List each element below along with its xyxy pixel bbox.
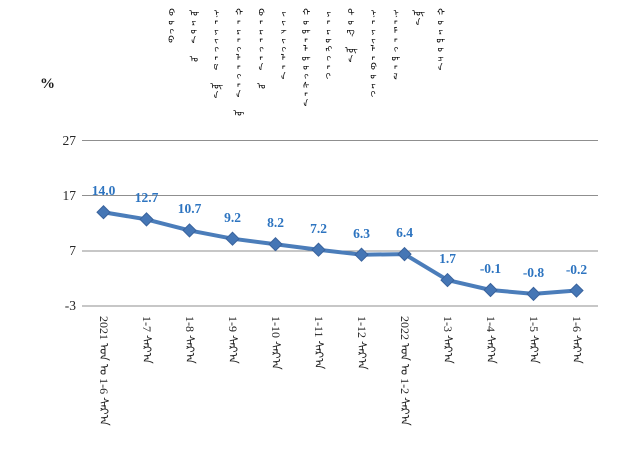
data-point-label: 10.7 [177, 201, 202, 217]
data-point-marker [397, 246, 412, 262]
data-point-label: 9.2 [224, 209, 241, 225]
data-point-marker [354, 247, 369, 262]
data-point-label: -0.2 [565, 261, 588, 277]
chart-title-word: ᠣᠷᠣᠨ ᠤ [185, 8, 196, 63]
chart-title-word: ᠨᠡᠶᠢᠯᠡᠪᠦᠷᠢ [365, 8, 376, 98]
x-axis-category-label: 1-5 ᠰᠠᠷ᠎ᠠ [526, 316, 541, 364]
data-point-marker [182, 223, 197, 238]
x-axis-category-label: 1-8 ᠰᠠᠷ᠎ᠠ [182, 316, 197, 364]
x-axis-category-label: 2021 ᠣᠨ ᠤ 1-6 ᠰᠠᠷ᠎ᠠ [96, 316, 111, 426]
data-point-label: 14.0 [91, 183, 116, 199]
x-axis-category-label: 2022 ᠣᠨ ᠤ 1-2 ᠰᠠᠷ᠎ᠠ [397, 316, 412, 426]
x-axis-category-label: 1-3 ᠰᠠᠷ᠎ᠠ [440, 316, 455, 364]
y-axis-tick-label: -3 [64, 298, 76, 313]
chart-title-word: ᠶᠡᠷᠦᠩᠬᠡᠢ [320, 8, 331, 80]
data-point-label: -0.1 [479, 261, 502, 276]
chart-title-word: ᠪᠦᠬᠦ [163, 8, 174, 44]
chart-title-word: ᠪᠠᠷᠠᠭᠠᠨ ᠤ [253, 8, 264, 90]
data-point-marker [526, 286, 541, 302]
data-point-marker [569, 283, 584, 298]
x-axis-category-label: 1-4 ᠰᠠᠷ᠎ᠠ [483, 316, 498, 364]
data-point-marker [483, 282, 498, 298]
x-axis-category-label: 1-11 ᠰᠠᠷ᠎ᠠ [311, 316, 326, 370]
data-point-label: -0.8 [522, 264, 545, 280]
data-point-label: 6.3 [353, 225, 370, 241]
data-point-label: 12.7 [134, 190, 159, 206]
data-point-marker [139, 212, 154, 227]
x-axis-category-label: 1-9 ᠰᠠᠷ᠎ᠠ [225, 316, 240, 364]
chart-title-word: ᠨᠡᠮᠡᠭᠳᠡᠯ [387, 8, 398, 80]
data-point-marker [311, 242, 326, 257]
y-axis-unit-label: % [40, 76, 55, 92]
data-point-marker [268, 237, 283, 252]
x-axis-category-label: 1-7 ᠰᠠᠷ᠎ᠠ [139, 316, 154, 364]
data-point-label: 7.2 [310, 220, 327, 236]
chart-title-word: ᠬᠤᠳᠠᠯᠳᠤᠭᠰᠠᠨ [298, 8, 309, 107]
chart-title-word: ᠵᠢᠵᠢᠭᠯᠡᠨ [275, 8, 286, 80]
data-point-label: 1.7 [439, 251, 456, 267]
chart-title-word: ᠬᠡᠷᠡᠭᠯᠡᠭᠡᠨ ᠦ [230, 8, 241, 117]
chart-title-word: ᠳᠦᠩ ᠦᠨ [342, 8, 353, 63]
chart-title-word: ᠨᠡᠶᠢᠭᠡᠮ ᠦᠨ [208, 8, 219, 99]
chart-title-mongolian: ᠪᠦᠬᠦ ᠣᠷᠣᠨ ᠤ ᠨᠡᠶᠢᠭᠡᠮ ᠦᠨ ᠬᠡᠷᠡᠭᠯᠡᠭᠡᠨ ᠦ ᠪᠠᠷᠠᠭᠠᠨ … [163, 8, 442, 128]
x-axis-category-label: 1-12 ᠰᠠᠷ᠎ᠠ [354, 316, 369, 370]
chart-title-word: ᠬᠤᠷᠳᠤᠴᠠ [432, 8, 443, 71]
chart-title-word: ᠦᠨ [410, 8, 421, 26]
x-axis-category-label: 1-6 ᠰᠠᠷ᠎ᠠ [569, 316, 584, 364]
series-line [101, 210, 579, 296]
y-axis-tick-label: 7 [69, 242, 76, 258]
x-axis-category-label: 1-10 ᠰᠠᠷ᠎ᠠ [268, 316, 283, 370]
data-point-marker [440, 272, 455, 288]
data-point-marker [225, 231, 240, 246]
data-point-label: 6.4 [396, 225, 413, 241]
data-point-label: 8.2 [267, 215, 284, 231]
y-axis-tick-label: 27 [62, 132, 77, 148]
y-axis-tick-label: 17 [62, 187, 77, 203]
data-point-marker [96, 205, 111, 220]
